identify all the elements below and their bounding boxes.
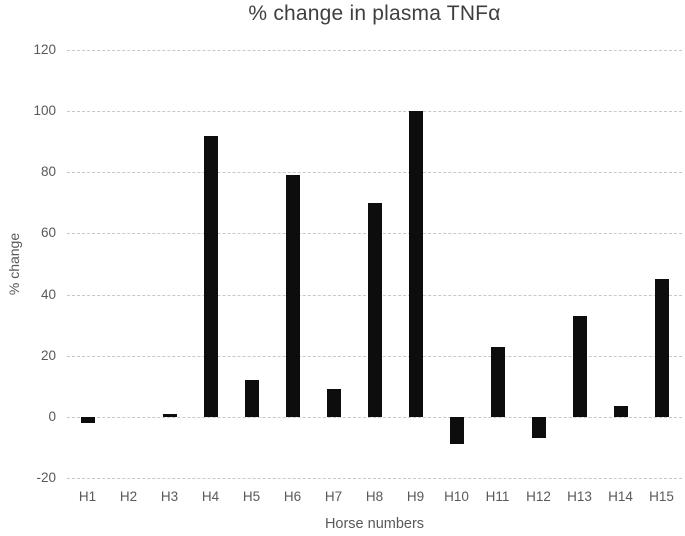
x-axis-title: Horse numbers <box>324 516 425 532</box>
x-tick-label-H5: H5 <box>242 489 261 504</box>
bar-H4 <box>203 135 218 417</box>
y-tick-label-60: 60 <box>40 225 56 241</box>
x-tick-label-H15: H15 <box>649 489 674 504</box>
x-tick-label-H4: H4 <box>201 489 220 504</box>
x-tick-label-H9: H9 <box>406 489 425 504</box>
x-tick-label-H3: H3 <box>160 489 179 504</box>
bar-H7 <box>326 389 341 417</box>
bar-H15 <box>654 279 669 417</box>
bar-H1 <box>80 416 95 423</box>
chart-title: % change in plasma TNFα <box>248 2 501 25</box>
y-tick-label-80: 80 <box>40 164 56 180</box>
bar-H6 <box>285 175 300 417</box>
bar-H5 <box>244 380 259 417</box>
x-tick-label-H7: H7 <box>324 489 343 504</box>
bar-H8 <box>367 202 382 417</box>
x-tick-label-H8: H8 <box>365 489 384 504</box>
gridline-100 <box>67 111 682 113</box>
x-tick-label-H14: H14 <box>608 489 633 504</box>
x-tick-label-H11: H11 <box>485 489 510 504</box>
x-tick-label-H2: H2 <box>119 489 138 504</box>
x-tick-label-H12: H12 <box>526 489 551 504</box>
x-tick-label-H13: H13 <box>567 489 592 504</box>
y-tick-label-120: 120 <box>33 42 56 57</box>
y-tick-label-100: 100 <box>33 103 56 119</box>
bar-H9 <box>408 111 423 417</box>
bar-H12 <box>531 416 546 439</box>
gridline-0 <box>67 416 682 418</box>
x-tick-label-H10: H10 <box>444 489 469 504</box>
gridline-80 <box>67 172 682 174</box>
bar-H14 <box>613 406 628 417</box>
bar-H3 <box>162 413 177 417</box>
bar-H13 <box>572 315 587 417</box>
bar-H11 <box>490 346 505 417</box>
bar-H10 <box>449 416 464 445</box>
y-tick-label-20: 20 <box>40 347 56 363</box>
gridline--20 <box>67 478 682 479</box>
gridline-120 <box>67 50 682 51</box>
y-tick-label-0: 0 <box>48 408 56 424</box>
x-tick-label-H1: H1 <box>78 489 97 504</box>
y-tick-label--20: -20 <box>36 470 56 485</box>
x-tick-label-H6: H6 <box>283 489 302 504</box>
y-tick-label-40: 40 <box>40 286 56 302</box>
